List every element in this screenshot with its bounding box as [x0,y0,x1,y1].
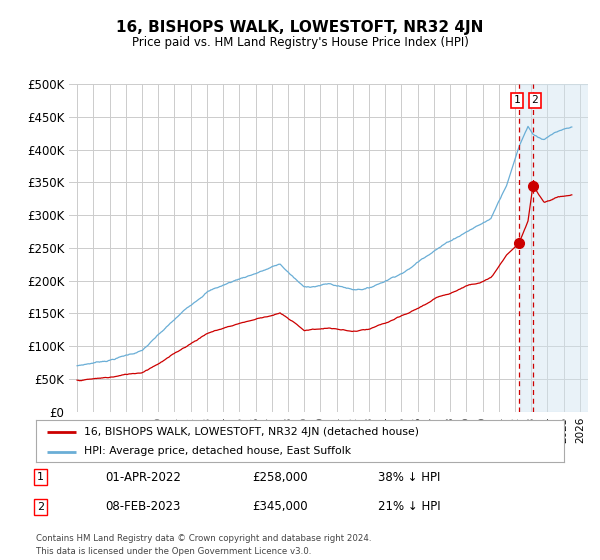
Text: HPI: Average price, detached house, East Suffolk: HPI: Average price, detached house, East… [83,446,350,456]
Text: Price paid vs. HM Land Registry's House Price Index (HPI): Price paid vs. HM Land Registry's House … [131,36,469,49]
Text: 21% ↓ HPI: 21% ↓ HPI [378,500,440,514]
Text: 2: 2 [532,95,538,105]
Text: 1: 1 [37,472,44,482]
Text: 08-FEB-2023: 08-FEB-2023 [105,500,181,514]
Text: £345,000: £345,000 [252,500,308,514]
Text: 16, BISHOPS WALK, LOWESTOFT, NR32 4JN: 16, BISHOPS WALK, LOWESTOFT, NR32 4JN [116,20,484,35]
Text: £258,000: £258,000 [252,470,308,484]
Text: 16, BISHOPS WALK, LOWESTOFT, NR32 4JN (detached house): 16, BISHOPS WALK, LOWESTOFT, NR32 4JN (d… [83,427,419,437]
Bar [520,84,600,412]
Text: 38% ↓ HPI: 38% ↓ HPI [378,470,440,484]
Text: 01-APR-2022: 01-APR-2022 [105,470,181,484]
Text: Contains HM Land Registry data © Crown copyright and database right 2024.
This d: Contains HM Land Registry data © Crown c… [36,534,371,556]
Text: 1: 1 [514,95,520,105]
Text: 2: 2 [37,502,44,512]
